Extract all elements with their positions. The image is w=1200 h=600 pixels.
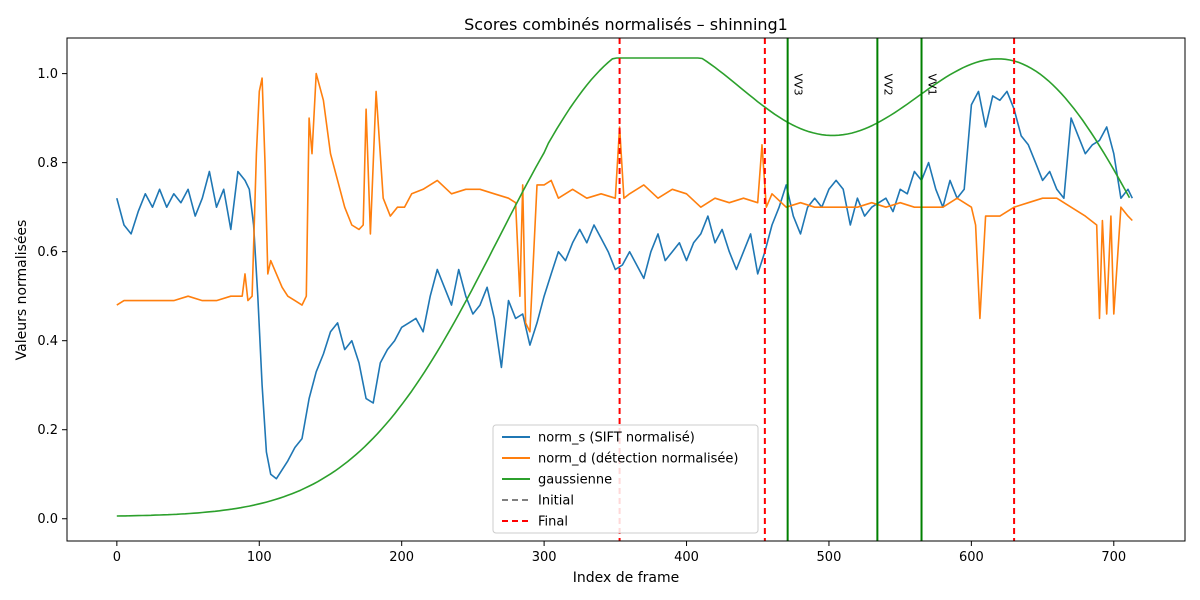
x-tick-label: 300 xyxy=(532,550,557,565)
y-tick-label: 1.0 xyxy=(37,67,58,82)
x-tick-label: 700 xyxy=(1101,550,1126,565)
legend-box xyxy=(492,424,759,534)
y-tick-label: 0.2 xyxy=(37,423,58,438)
axes-frame xyxy=(66,37,1186,542)
plot-area: VV3 VV2 VV1 xyxy=(116,38,1134,541)
legend-label: norm_s (SIFT normalisé) xyxy=(538,431,695,446)
legend-label: Initial xyxy=(538,494,574,509)
y-tick-label: 0.6 xyxy=(37,245,58,260)
legend-label: gaussienne xyxy=(538,473,612,488)
series-norm-d-line xyxy=(116,72,1133,333)
x-tick-label: 600 xyxy=(959,550,984,565)
vline-label-vv1: VV1 xyxy=(926,74,939,96)
x-tick-label: 500 xyxy=(817,550,842,565)
x-axis-ticks: 0 100 200 300 400 500 600 700 xyxy=(113,541,1126,565)
y-tick-label: 0.4 xyxy=(37,334,58,349)
x-tick-label: 100 xyxy=(247,550,272,565)
series-gaussienne-line xyxy=(116,57,1131,517)
vline-label-vv2: VV2 xyxy=(881,74,894,96)
chart-title: Scores combinés normalisés – shinning1 xyxy=(464,15,788,34)
x-tick-label: 200 xyxy=(389,550,414,565)
x-axis-label: Index de frame xyxy=(573,570,679,586)
y-axis-ticks: 0.0 0.2 0.4 0.6 0.8 1.0 xyxy=(37,67,67,527)
x-tick-label: 400 xyxy=(674,550,699,565)
series-norm-s-line xyxy=(116,90,1134,480)
x-tick-label: 0 xyxy=(113,550,121,565)
y-axis-label: Valeurs normalisées xyxy=(14,220,30,361)
y-tick-label: 0.8 xyxy=(37,156,58,171)
legend-label: norm_d (détection normalisée) xyxy=(538,452,738,467)
y-tick-label: 0.0 xyxy=(37,512,58,527)
legend: norm_s (SIFT normalisé) norm_d (détection… xyxy=(492,424,759,534)
legend-label: Final xyxy=(538,515,568,530)
vline-label-vv3: VV3 xyxy=(792,74,805,96)
